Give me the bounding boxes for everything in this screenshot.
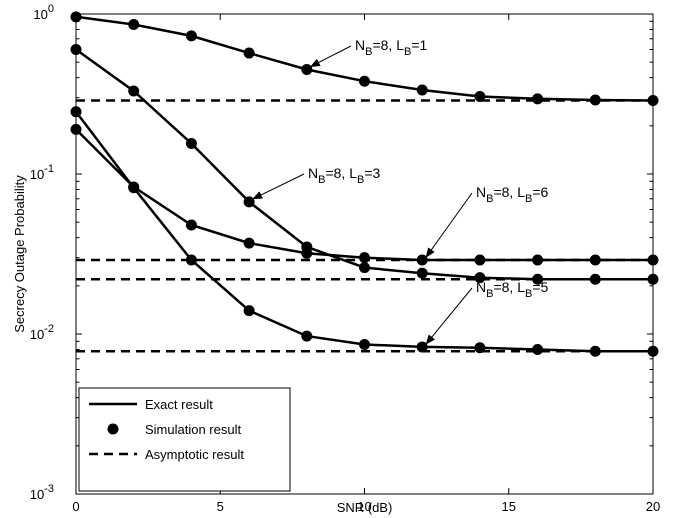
simulation-point [243,47,255,59]
y-tick-label: 10-2 [30,323,54,342]
legend: Exact result Simulation result Asymptotic … [78,387,291,492]
simulation-point [416,267,428,279]
annotation-label-3: NB=8, LB=5 [476,279,549,300]
annotation-text: =8, L [325,165,357,181]
annotation-arrow-1 [252,173,305,200]
y-tick-base: 10 [33,7,47,22]
legend-label-0: Exact result [145,397,213,412]
x-tick-label: 0 [72,499,79,514]
annotation-subscript: B [318,174,325,186]
annotation-arrow-3 [425,287,473,345]
x-tick-label: 10 [357,499,371,514]
simulation-point [532,93,544,105]
simulation-point [589,345,601,357]
simulation-point [416,84,428,96]
simulation-point [416,341,428,353]
simulation-point [474,91,486,103]
annotation-label-2: NB=8, LB=6 [476,184,549,205]
y-tick-exponent: -1 [44,163,54,175]
annotation-subscript: B [365,46,372,58]
y-tick-label: 10-1 [30,163,54,182]
simulation-point [474,254,486,266]
exact-line-3 [75,110,653,353]
simulation-point [416,254,428,266]
annotation-text: N [308,165,318,181]
simulation-point [301,63,313,75]
annotation-text: N [476,279,486,295]
simulation-point [128,182,140,194]
simulation-point [243,237,255,249]
simulation-point [532,344,544,356]
annotation-arrow-2 [425,192,473,258]
simulation-point [185,138,197,150]
annotation-label-1: NB=8, LB=3 [308,165,381,186]
annotation-text: =6 [532,184,548,200]
annotations: NB=8, LB=1NB=8, LB=3NB=8, LB=6NB=8, LB=5 [252,37,549,345]
simulation-point [589,273,601,285]
annotation-subscript: B [525,193,532,205]
simulation-point [185,30,197,42]
simulation-point [359,338,370,350]
annotation-arrow-0 [309,45,352,67]
annotation-subscript: B [486,288,493,300]
annotation-text: =1 [411,37,427,53]
simulation-point [474,272,486,284]
y-tick-exponent: 0 [48,3,54,15]
annotation-subscript: B [486,193,493,205]
simulation-point [128,18,140,30]
simulation-point [359,75,370,87]
simulation-point [359,262,370,274]
legend-marker-swatch [107,423,119,435]
x-axis-title: SNR (dB) [337,500,393,515]
legend-label-1: Simulation result [145,422,241,437]
simulation-point [243,305,255,317]
simulation-point [589,94,601,106]
annotation-text: =3 [364,165,380,181]
annotation-subscript: B [357,174,364,186]
annotation-text: =8, L [493,184,525,200]
exact-line-2 [75,128,653,262]
annotation-text: =8, L [493,279,525,295]
x-tick-label: 5 [217,499,224,514]
y-tick-label: 10-3 [30,483,54,502]
simulation-point [185,254,197,266]
annotation-text: N [355,37,365,53]
simulation-point [474,342,486,354]
simulation-point [185,219,197,231]
simulation-point [128,85,140,97]
y-tick-label: 100 [33,3,54,22]
y-axis-title: Secrecy Outage Probability [12,175,27,333]
simulation-markers [70,11,659,357]
exact-line-0 [75,15,654,102]
annotation-subscript: B [525,288,532,300]
legend-label-2: Asymptotic result [145,447,244,462]
annotation-text: =8, L [372,37,404,53]
simulation-point [532,254,544,266]
simulation-point [243,196,255,208]
annotation-label-0: NB=8, LB=1 [355,37,428,58]
y-tick-exponent: -2 [44,323,54,335]
y-tick-base: 10 [30,167,44,182]
simulation-point [532,273,544,285]
annotation-text: =5 [532,279,548,295]
simulation-point [359,252,370,264]
y-tick-base: 10 [30,327,44,342]
simulation-point [589,254,601,266]
simulation-point [301,247,313,259]
x-tick-label: 15 [502,499,516,514]
annotation-text: N [476,184,486,200]
y-tick-exponent: -3 [44,483,54,495]
annotation-subscript: B [404,46,411,58]
x-tick-label: 20 [646,499,660,514]
y-tick-base: 10 [30,487,44,502]
simulation-point [301,330,313,342]
exact-lines [75,15,654,353]
